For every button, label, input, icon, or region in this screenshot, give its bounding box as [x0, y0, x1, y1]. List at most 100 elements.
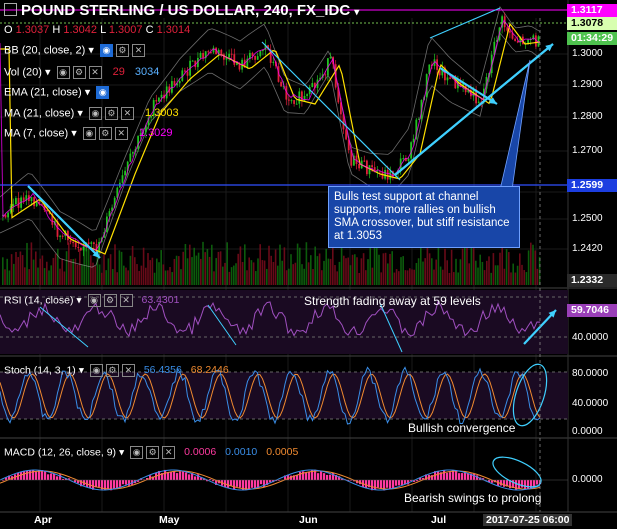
price-tag-countdown: 01:34:29 [567, 32, 617, 45]
volume-bar [151, 257, 154, 285]
eye-icon[interactable]: ◉ [87, 294, 101, 307]
indicator-ma7[interactable]: MA (7, close) ▾ ◉ ⚙ ✕ 1.3029 [4, 127, 173, 140]
candle-body [233, 54, 236, 65]
volume-bar [140, 265, 143, 285]
gear-icon[interactable]: ⚙ [104, 107, 118, 120]
candle-body [56, 221, 59, 237]
candle-body [269, 49, 272, 63]
gear-icon[interactable]: ⚙ [115, 44, 129, 57]
candle-body [152, 100, 155, 116]
close-icon[interactable]: ✕ [131, 44, 145, 57]
eye-icon[interactable]: ◉ [89, 364, 103, 377]
indicator-ma21[interactable]: MA (21, close) ▾ ◉ ⚙ ✕ 1.3003 [4, 107, 179, 120]
volume-bar [107, 258, 110, 285]
macd-highlight-ellipse [492, 456, 542, 488]
expand-icon[interactable] [4, 3, 17, 16]
macd-histogram-bar [77, 480, 80, 484]
candle-body [251, 52, 254, 56]
volume-bar [490, 272, 492, 285]
candle-body [506, 27, 509, 31]
volume-bar [74, 258, 77, 285]
volume-bar [178, 256, 180, 285]
volume-bar [96, 251, 99, 285]
gear-icon[interactable]: ⚙ [72, 66, 86, 79]
volume-bar [37, 267, 39, 285]
candle-body [272, 61, 275, 63]
ohlc-high: 1.3042 [63, 24, 98, 36]
eye-icon[interactable]: ◉ [82, 127, 96, 140]
chevron-down-icon[interactable]: ▾ [75, 364, 84, 377]
candle-body [306, 94, 308, 96]
candle-body [532, 35, 535, 40]
price-tick: 1.3000 [572, 48, 603, 59]
eye-icon[interactable]: ◉ [99, 44, 113, 57]
macd-histogram-bar [407, 480, 410, 485]
close-icon[interactable]: ✕ [120, 107, 134, 120]
volume-bar [422, 261, 424, 285]
close-icon[interactable]: ✕ [162, 446, 176, 459]
indicator-ema[interactable]: EMA (21, close) ▾ ◉ [4, 86, 110, 99]
candle-body [514, 38, 516, 42]
stoch-k-line [0, 366, 541, 425]
chevron-down-icon[interactable]: ▾ [68, 127, 77, 140]
close-icon[interactable]: ✕ [119, 294, 133, 307]
eye-icon[interactable]: ◉ [56, 66, 70, 79]
ohlc-low: 1.3007 [108, 24, 143, 36]
candle-body [212, 47, 215, 53]
macd-header[interactable]: MACD (12, 26, close, 9) ▾ ◉ ⚙ ✕ 0.0006 0.0… [4, 446, 298, 459]
chevron-down-icon[interactable]: ▾ [116, 446, 125, 459]
volume-bar [402, 256, 404, 285]
eye-icon[interactable]: ◉ [96, 86, 110, 99]
volume-bar [202, 241, 204, 285]
candle-body [337, 87, 340, 103]
close-icon[interactable]: ✕ [121, 364, 135, 377]
macd-histogram-bar [104, 480, 107, 491]
rsi-annotation: Strength fading away at 59 levels [304, 294, 481, 308]
candle-body [158, 97, 160, 102]
macd-histogram-bar [521, 480, 524, 488]
volume-bar [164, 270, 167, 285]
chevron-down-icon[interactable]: ▾ [74, 107, 83, 120]
volume-bar [508, 252, 510, 285]
chevron-down-icon[interactable]: ▾ [81, 86, 91, 99]
candle-body [173, 81, 176, 86]
chevron-down-icon[interactable]: ▾ [354, 7, 360, 18]
candle-body [181, 70, 184, 81]
indicator-bb[interactable]: BB (20, close, 2) ▾ ◉ ⚙ ✕ [4, 44, 145, 57]
macd-histogram-bar [413, 480, 416, 482]
candle-body [33, 197, 35, 207]
stoch-header[interactable]: Stoch (14, 3, 1) ▾ ◉ ⚙ ✕ 56.4356 68.2446 [4, 364, 229, 377]
volume-bar [92, 262, 94, 285]
gear-icon[interactable]: ⚙ [103, 294, 117, 307]
chevron-down-icon[interactable]: ▾ [85, 44, 94, 57]
chevron-down-icon[interactable]: ▾ [73, 294, 82, 307]
candle-body [324, 74, 327, 76]
eye-icon[interactable]: ◉ [130, 446, 144, 459]
volume-bar [497, 265, 499, 285]
volume-bar [184, 243, 187, 285]
down-arrow-head [92, 250, 100, 258]
gear-icon[interactable]: ⚙ [98, 127, 112, 140]
ohlc-l-label: L [100, 24, 106, 36]
close-icon[interactable]: ✕ [114, 127, 128, 140]
chart-title[interactable]: POUND STERLING / US DOLLAR, 240, FX_IDC ▾ [4, 2, 359, 19]
volume-bar [521, 264, 523, 285]
eye-icon[interactable]: ◉ [88, 107, 102, 120]
gear-icon[interactable]: ⚙ [146, 446, 160, 459]
candle-body [249, 52, 251, 59]
macd-histogram-bar [431, 475, 434, 480]
indicator-vol[interactable]: Vol (20) ▾ ◉ ⚙ ✕ 29 3034 [4, 66, 159, 79]
gear-icon[interactable]: ⚙ [105, 364, 119, 377]
volume-bar [30, 242, 33, 285]
macd-histogram-bar [209, 479, 212, 480]
candle-body [223, 54, 225, 60]
macd-histogram-bar [299, 471, 302, 480]
candle-body [537, 36, 540, 47]
chevron-down-icon[interactable]: ▾ [41, 66, 51, 79]
candle-body [171, 81, 173, 93]
close-icon[interactable]: ✕ [88, 66, 102, 79]
rsi-header[interactable]: RSI (14, close) ▾ ◉ ⚙ ✕ 63.4301 [4, 294, 179, 307]
candle-body [254, 55, 256, 60]
volume-bar [274, 249, 277, 285]
